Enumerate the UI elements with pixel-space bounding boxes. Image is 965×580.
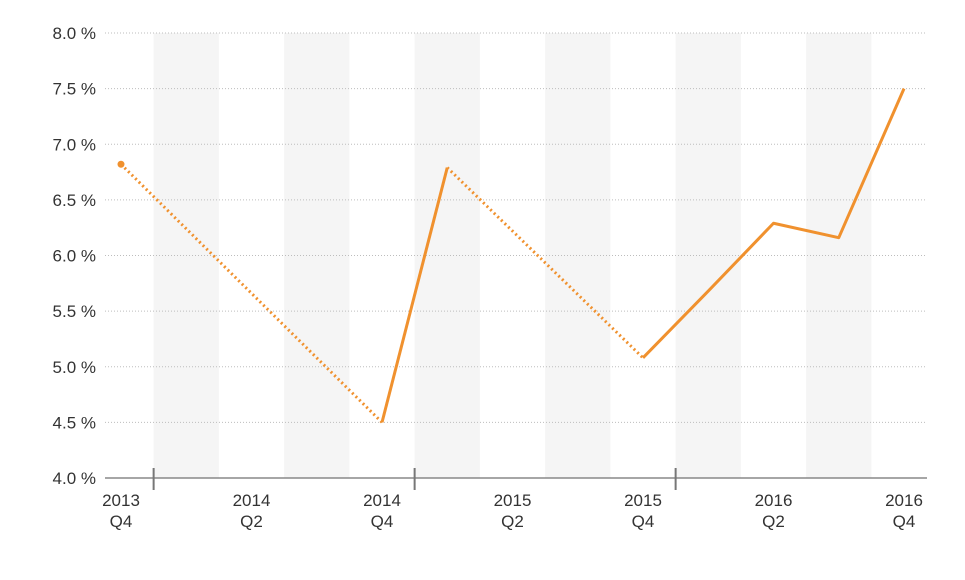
x-tick-label-quarter: Q4 [632,512,655,531]
y-tick-label: 7.5 % [53,80,96,99]
x-tick-label-quarter: Q4 [371,512,394,531]
y-tick-label: 8.0 % [53,24,96,43]
y-tick-label: 5.0 % [53,358,96,377]
y-tick-label: 6.0 % [53,247,96,266]
x-axis-tick-labels: 2013 Q4 2014 Q2 2014 Q4 2015 Q2 2015 Q4 2016 Q2 2016… [102,491,923,531]
series-gap-dotted-segment [446,166,645,359]
x-tick-label-quarter: Q4 [893,512,916,531]
y-tick-label: 7.0 % [53,135,96,154]
x-tick-label-quarter: Q2 [240,512,263,531]
data-point [117,160,125,168]
x-tick-label-year: 2013 [102,491,140,510]
series-line [641,88,906,359]
y-tick-label: 4.0 % [53,469,96,488]
x-tick-label-quarter: Q2 [762,512,785,531]
x-tick-label-year: 2016 [755,491,793,510]
x-tick-label-year: 2014 [363,491,401,510]
x-tick-label-quarter: Q4 [110,512,133,531]
x-tick-label-year: 2015 [494,491,532,510]
y-tick-label: 4.5 % [53,413,96,432]
gridlines [105,32,927,423]
x-tick-label-year: 2014 [233,491,271,510]
y-tick-label: 6.5 % [53,191,96,210]
x-tick-label-quarter: Q2 [501,512,524,531]
y-axis-tick-labels: 8.0 % 7.5 % 7.0 % 6.5 % 6.0 % 5.5 % 5.0 % 4.5 %… [53,24,96,488]
y-tick-label: 5.5 % [53,302,96,321]
series-gap-dotted-segment [119,163,384,424]
series-line [380,167,449,423]
x-tick-label-year: 2015 [624,491,662,510]
series-lines [117,88,906,424]
x-tick-label-year: 2016 [885,491,923,510]
x-axis-major-ticks [152,468,677,490]
